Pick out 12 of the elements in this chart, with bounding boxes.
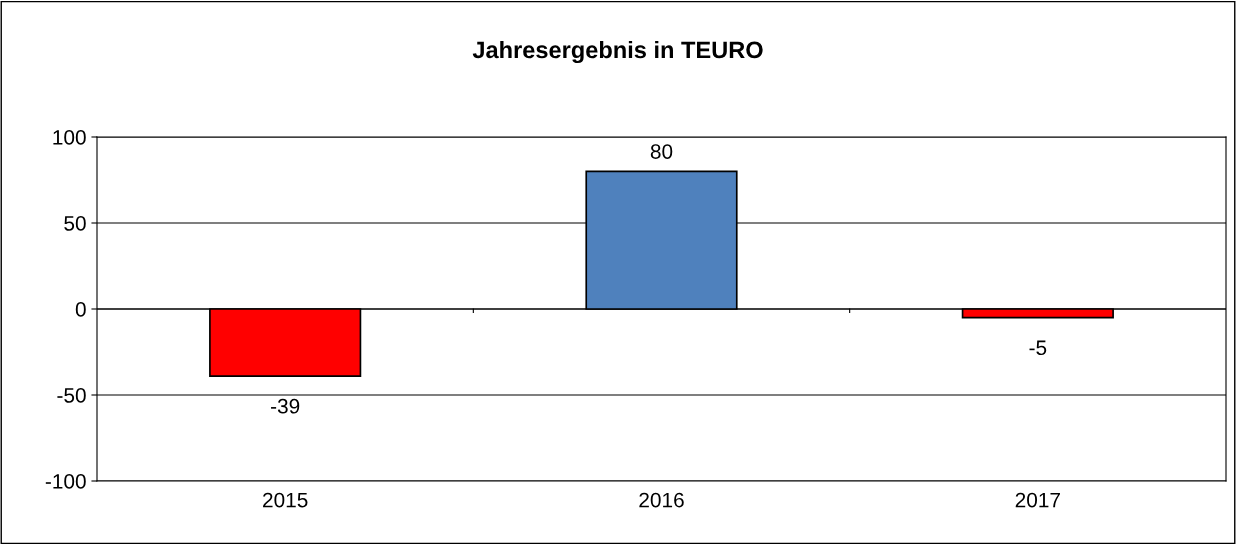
x-tick-label: 2015 (263, 492, 308, 508)
y-tick-label: 50 (64, 216, 86, 231)
data-label: -5 (1029, 340, 1047, 356)
data-label: -39 (271, 398, 300, 414)
y-tick-label: -50 (57, 388, 86, 403)
y-tick-label: -100 (45, 474, 86, 489)
x-tick-label: 2016 (639, 492, 684, 508)
x-tick-label: 2017 (1015, 492, 1060, 508)
y-tick-label: 100 (53, 130, 86, 145)
chart-title: Jahresergebnis in TEURO (472, 40, 763, 64)
data-label: 80 (650, 144, 673, 159)
y-tick-label: 0 (75, 302, 86, 317)
